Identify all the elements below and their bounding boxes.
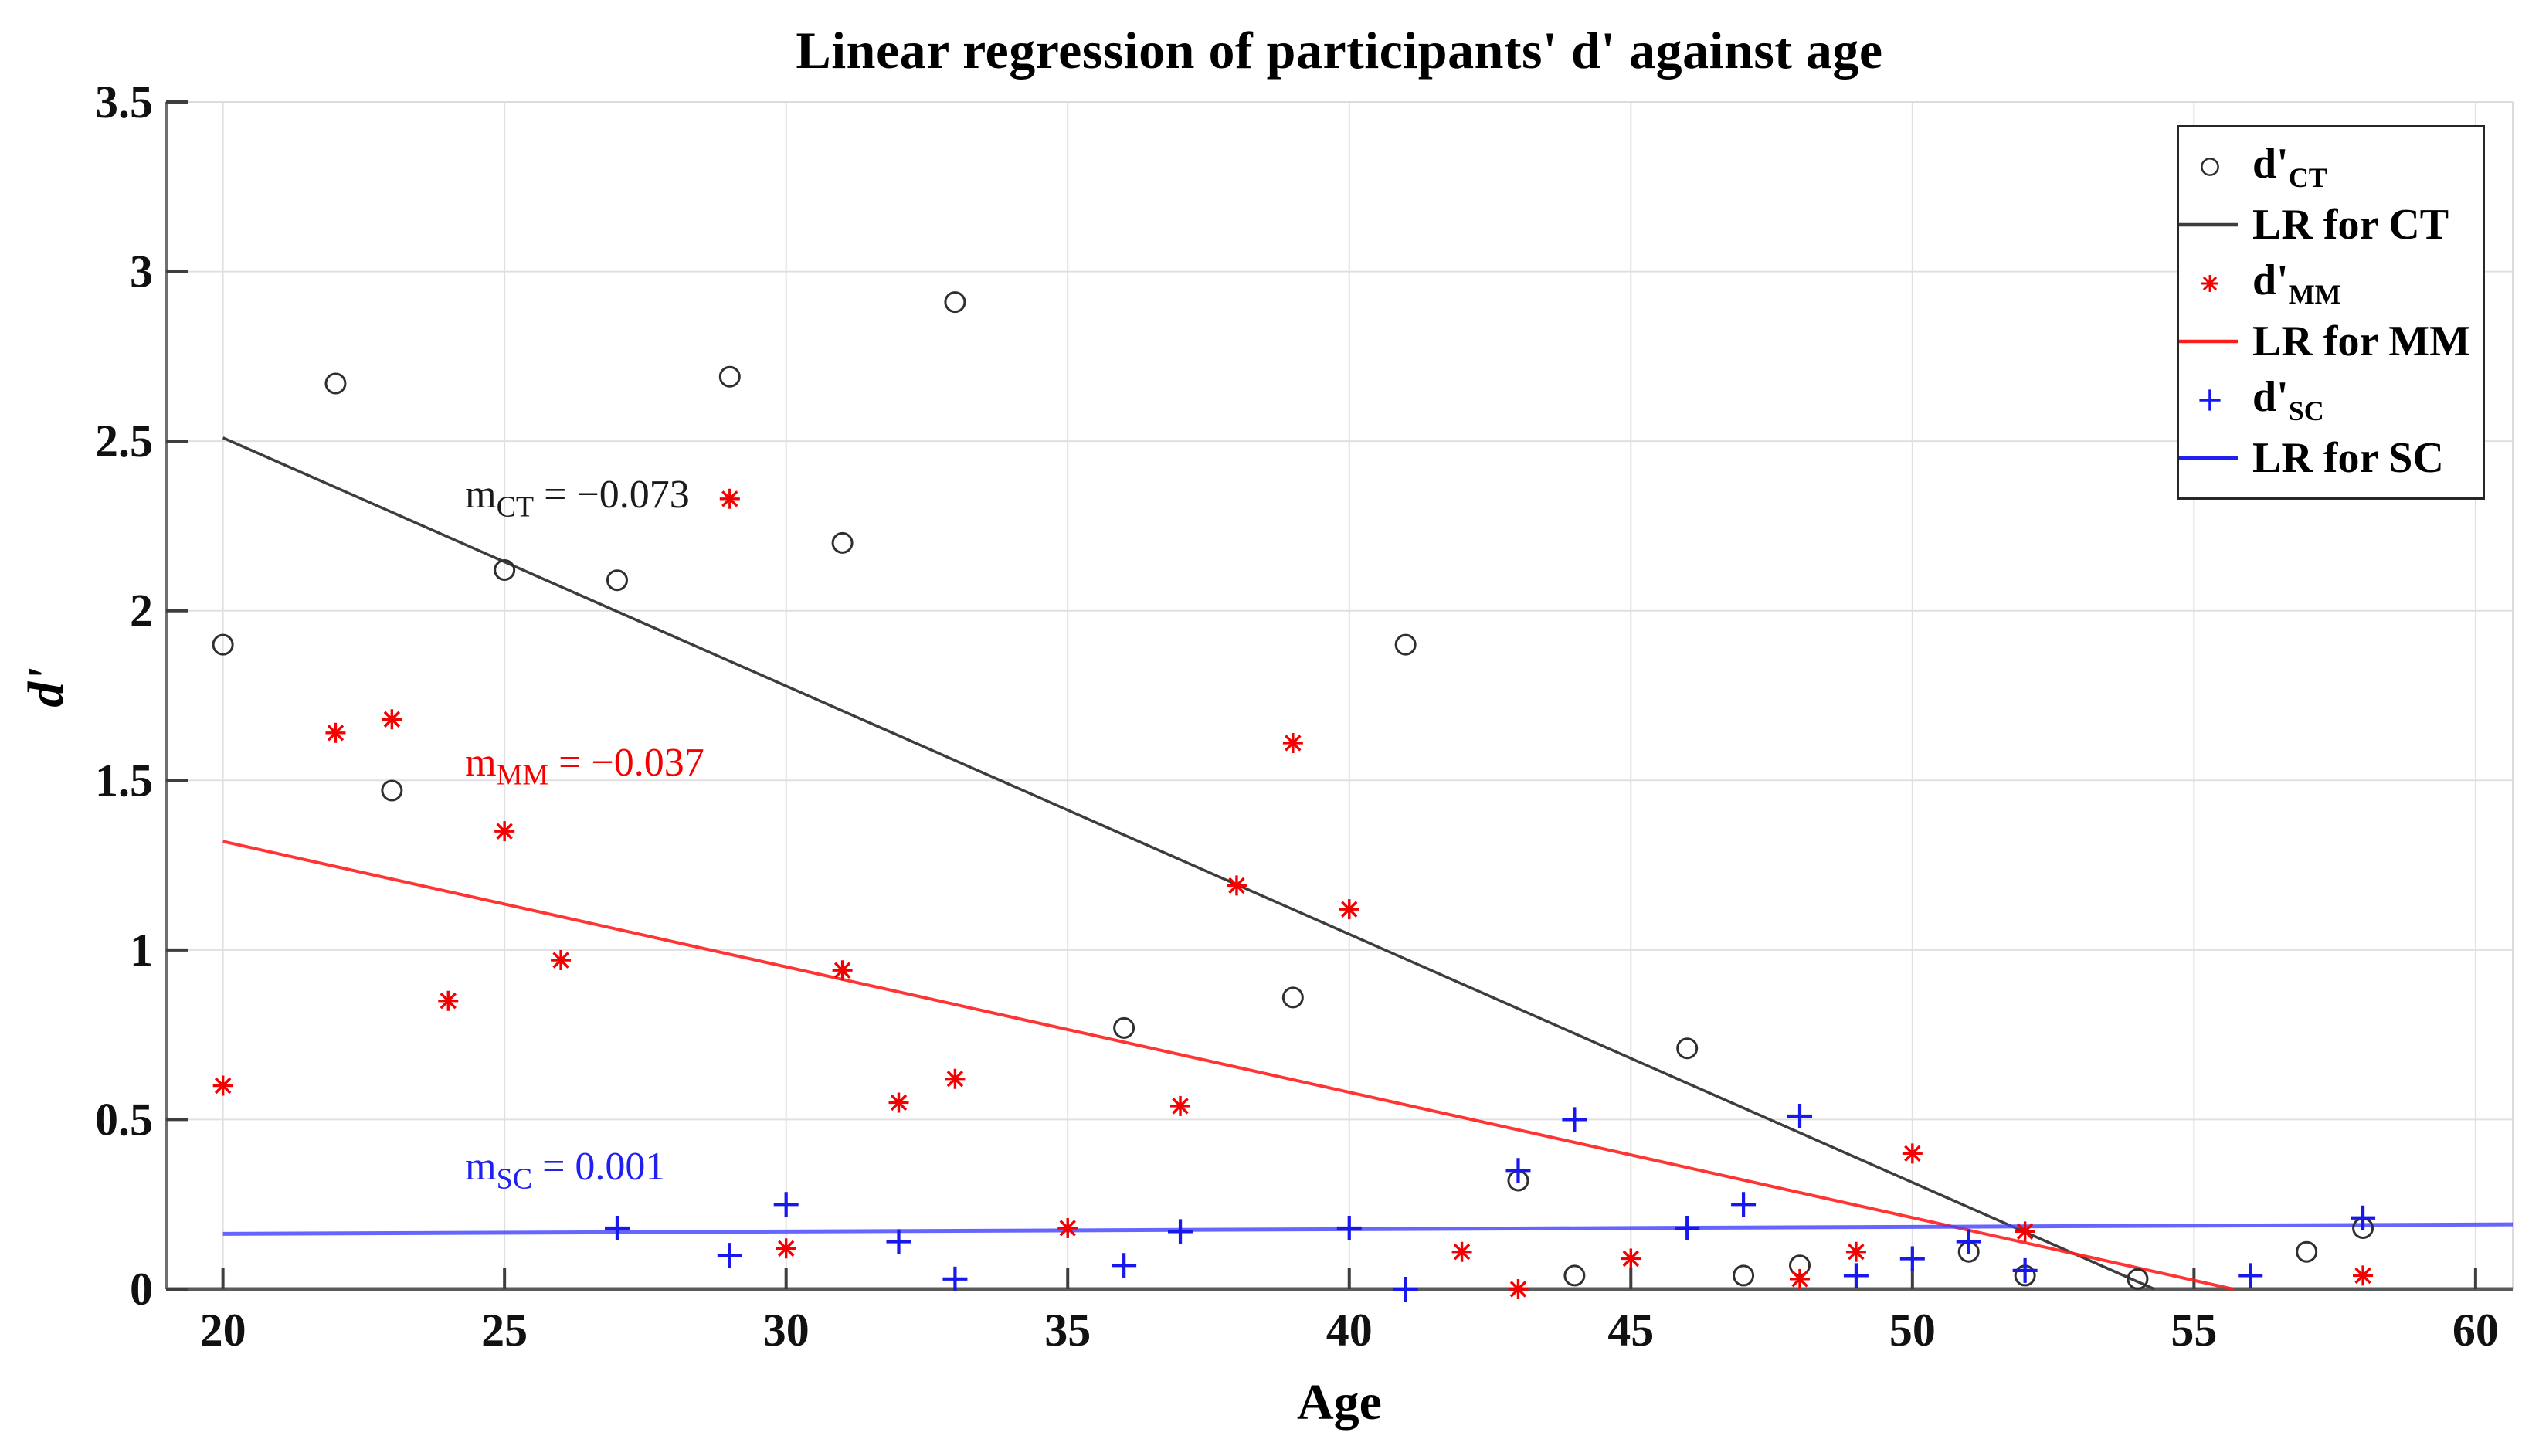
gridlines <box>166 101 2513 1290</box>
series-ct <box>212 291 2374 1290</box>
x-tick-label: 45 <box>1607 1305 1654 1356</box>
series-mm <box>212 488 2374 1299</box>
legend-asterisk-icon <box>2201 274 2219 292</box>
tick-labels: 20 25 30 35 40 45 50 55 60 0 0.5 1 1.5 2 2.5 3 3.5 <box>95 76 2499 1356</box>
x-tick-label: 25 <box>481 1305 528 1356</box>
regression-line-sc <box>222 1222 2514 1236</box>
legend-label: d'SC <box>2252 372 2324 427</box>
legend-item-lr-for-sc: LR for SC <box>2179 431 2483 485</box>
legend-line-swatch <box>2179 223 2238 227</box>
x-tick-label: 20 <box>200 1305 246 1356</box>
y-tick-label: 2.5 <box>95 416 153 467</box>
y-tick-label: 1 <box>130 925 153 976</box>
legend-item-d-sc: d'SC <box>2179 373 2483 427</box>
legend-line-swatch <box>2179 456 2238 460</box>
y-tick-label: 2 <box>130 585 153 636</box>
x-tick-label: 60 <box>2452 1305 2499 1356</box>
legend: d'CT LR for CT d'MM LR for MM d'SC LR for SC <box>2177 125 2485 500</box>
y-tick-label: 3 <box>130 246 153 297</box>
y-tick-label: 0.5 <box>95 1094 153 1145</box>
legend-circle-icon <box>2201 158 2219 176</box>
legend-label: d'MM <box>2252 256 2341 311</box>
slope-annotation-ct: mCT = −0.073 <box>465 473 690 524</box>
x-tick-label: 40 <box>1326 1305 1373 1356</box>
y-axis-label: d' <box>18 667 74 708</box>
regression-lines <box>222 436 2514 1291</box>
legend-label: d'CT <box>2252 140 2327 194</box>
series-sc <box>604 1104 2376 1302</box>
x-tick-label: 55 <box>2171 1305 2217 1356</box>
legend-label: LR for CT <box>2252 201 2449 249</box>
slope-annotation-sc: mSC = 0.001 <box>465 1144 666 1196</box>
x-axis-label: Age <box>1297 1374 1382 1431</box>
legend-item-lr-for-mm: LR for MM <box>2179 314 2483 368</box>
y-tick-label: 1.5 <box>95 755 153 806</box>
slope-annotation-mm: mMM = −0.037 <box>465 741 704 792</box>
y-tick-label: 0 <box>130 1264 153 1315</box>
legend-plus-icon <box>2199 389 2221 411</box>
axes <box>165 101 2514 1291</box>
legend-item-d-mm: d'MM <box>2179 256 2483 311</box>
y-tick-label: 3.5 <box>95 76 153 127</box>
legend-label: LR for MM <box>2252 317 2470 366</box>
legend-label: LR for SC <box>2252 433 2444 482</box>
x-tick-label: 30 <box>763 1305 810 1356</box>
regression-line-mm <box>222 840 2234 1291</box>
legend-item-d-ct: d'CT <box>2179 140 2483 194</box>
x-tick-label: 50 <box>1889 1305 1936 1356</box>
tick-marks <box>166 100 2477 1291</box>
regression-line-ct <box>222 436 2156 1291</box>
legend-item-lr-for-ct: LR for CT <box>2179 198 2483 252</box>
chart-title: Linear regression of participants' d' ag… <box>796 21 1883 80</box>
legend-line-swatch <box>2179 339 2238 344</box>
x-tick-label: 35 <box>1044 1305 1091 1356</box>
